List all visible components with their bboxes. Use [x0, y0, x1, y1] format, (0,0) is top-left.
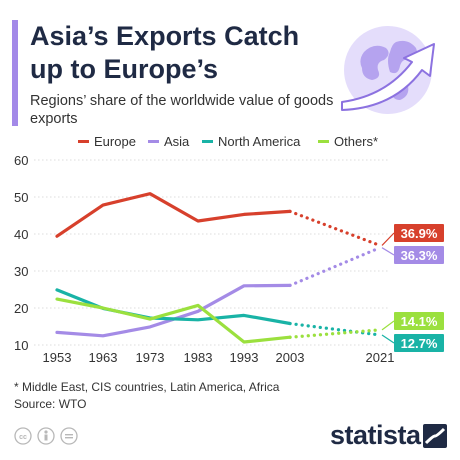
x-tick-label-1963: 1963	[89, 350, 118, 365]
legend-label-north-america: North America	[218, 134, 301, 149]
legend-swatch-others	[318, 140, 329, 144]
source-note: Source: WTO	[14, 397, 87, 411]
creative-commons-icons: cc	[14, 427, 78, 445]
y-tick-label-50: 50	[14, 190, 28, 205]
legend-label-asia: Asia	[164, 134, 190, 149]
statista-logo-mark	[423, 424, 447, 448]
end-label-connector-asia	[381, 247, 395, 256]
chart-title: Asia’s Exports Catch up to Europe’s	[30, 21, 300, 84]
footnote: * Middle East, CIS countries, Latin Amer…	[14, 380, 280, 394]
globe-arrow-icon	[341, 26, 435, 114]
series-line-asia	[55, 283, 292, 338]
x-tick-label-1983: 1983	[184, 350, 213, 365]
end-label-connector-europe	[381, 232, 395, 246]
line-chart: 10 20 30 40 50 60 1953 1963 1973 1983 1993 2003 2021…	[14, 153, 444, 365]
y-tick-label-10: 10	[14, 338, 28, 353]
legend-swatch-north-america	[202, 140, 213, 144]
end-label-connector-others	[381, 320, 395, 331]
end-label-europe: 36.9%	[401, 226, 438, 241]
end-label-connector-north-america	[381, 334, 395, 344]
end-label-others: 14.1%	[401, 314, 438, 329]
legend-item-others: Others*	[318, 134, 378, 150]
series-line-others	[55, 297, 292, 344]
x-tick-label-1953: 1953	[43, 350, 72, 365]
end-label-north-america: 12.7%	[401, 336, 438, 351]
end-label-badge-europe	[394, 224, 444, 242]
series-projection-europe	[288, 209, 382, 248]
title-accent-bar	[12, 20, 18, 126]
legend-label-europe: Europe	[94, 134, 136, 149]
legend-item-north-america: North America	[202, 134, 300, 150]
y-tick-label-40: 40	[14, 227, 28, 242]
svg-text:cc: cc	[19, 434, 27, 441]
chart-legend: Europe Asia North America Others*	[0, 134, 460, 150]
x-tick-label-2021: 2021	[366, 350, 395, 365]
x-tick-label-2003: 2003	[276, 350, 305, 365]
series-projection-asia	[288, 246, 382, 288]
end-label-asia: 36.3%	[401, 248, 438, 263]
legend-label-others: Others*	[334, 134, 379, 149]
series-line-europe	[55, 192, 292, 238]
statista-logo: statista	[330, 420, 421, 450]
chart-subtitle: Regions’ share of the worldwide value of…	[30, 93, 334, 127]
series-projection-others	[288, 328, 382, 339]
x-tick-label-1973: 1973	[136, 350, 165, 365]
y-tick-label-30: 30	[14, 264, 28, 279]
x-tick-label-1993: 1993	[230, 350, 259, 365]
legend-item-asia: Asia	[148, 134, 189, 150]
y-tick-label-60: 60	[14, 153, 28, 168]
y-tick-label-20: 20	[14, 301, 28, 316]
legend-swatch-europe	[78, 140, 89, 144]
end-label-badge-asia	[394, 246, 444, 264]
series-projection-north-america	[288, 321, 382, 337]
legend-swatch-asia	[148, 140, 159, 144]
end-label-badge-north-america	[394, 334, 444, 352]
legend-item-europe: Europe	[78, 134, 136, 150]
end-label-badge-others	[394, 312, 444, 330]
